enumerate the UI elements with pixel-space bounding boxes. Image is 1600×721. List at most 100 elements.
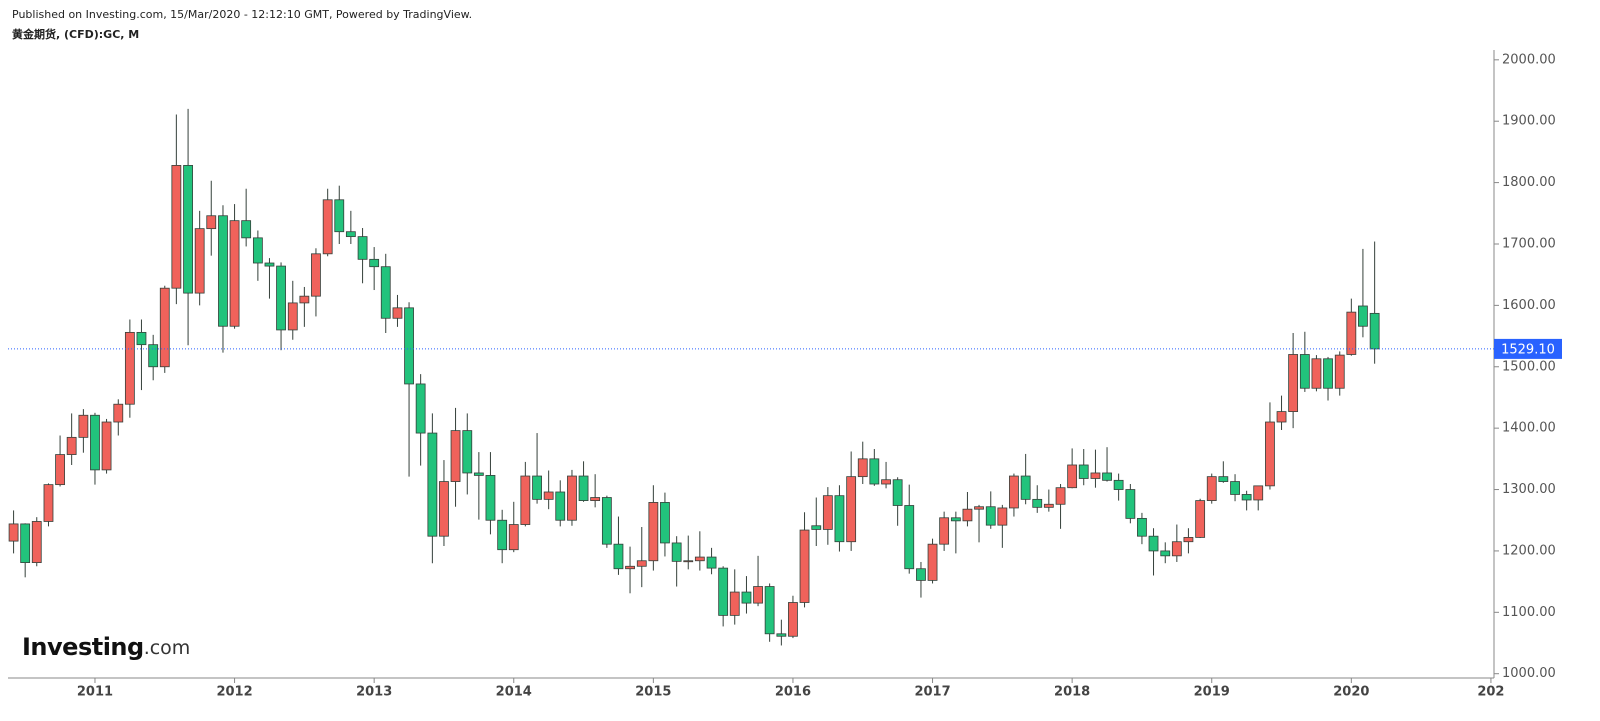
- candle-body: [392, 307, 403, 319]
- candle-body: [636, 560, 647, 567]
- candle-body: [1253, 485, 1264, 501]
- candle-body: [1265, 421, 1275, 487]
- candle-body: [1137, 517, 1147, 537]
- candle-body: [1183, 537, 1194, 543]
- candle-body: [229, 220, 240, 327]
- x-tick-label: 202: [1477, 685, 1504, 700]
- candle-body: [1067, 464, 1078, 489]
- candle-body: [1241, 494, 1252, 501]
- candle-body: [1102, 472, 1112, 481]
- y-tick-label: 1400.00: [1502, 421, 1556, 436]
- candle-body: [601, 497, 612, 545]
- candle-body: [706, 556, 717, 569]
- candle-body: [741, 591, 752, 604]
- candle-body: [1358, 305, 1368, 327]
- candle-body: [369, 258, 380, 268]
- y-tick-label: 1000.00: [1502, 666, 1556, 681]
- candle-body: [1369, 312, 1380, 350]
- candle-body: [1171, 541, 1182, 557]
- x-tick-label: 2019: [1194, 685, 1230, 700]
- candle-body: [834, 495, 845, 543]
- candle-body: [1090, 472, 1101, 479]
- candle-body: [450, 430, 461, 482]
- candle-body: [357, 236, 368, 260]
- candle-body: [764, 586, 775, 635]
- candle-body: [881, 479, 891, 485]
- candle-body: [1043, 503, 1054, 508]
- candle-body: [892, 479, 903, 506]
- y-tick-label: 1600.00: [1502, 298, 1556, 313]
- candle-body: [753, 586, 763, 604]
- candle-body: [950, 517, 961, 522]
- candle-body: [613, 543, 624, 570]
- candle-body: [555, 491, 566, 521]
- x-tick-label: 2017: [914, 685, 950, 700]
- candle-body: [520, 475, 531, 525]
- candle-body: [927, 543, 938, 581]
- candle-body: [694, 556, 705, 562]
- candle-body: [1334, 354, 1345, 389]
- candle-body: [718, 567, 729, 616]
- y-tick-label: 1900.00: [1502, 114, 1556, 129]
- candle-body: [1160, 550, 1171, 557]
- candle-body: [287, 302, 298, 331]
- candle-body: [1113, 479, 1124, 490]
- plot-area: [8, 108, 1380, 646]
- candle-body: [78, 414, 89, 438]
- candle-body: [136, 331, 147, 346]
- x-tick-label: 2018: [1054, 685, 1090, 700]
- candle-body: [671, 542, 682, 562]
- candle-body: [857, 458, 868, 478]
- candle-body: [939, 517, 950, 545]
- candle-body: [625, 565, 635, 570]
- candle-body: [206, 215, 217, 230]
- candle-body: [788, 602, 798, 637]
- candle-body: [1032, 498, 1043, 508]
- candle-body: [997, 507, 1008, 526]
- y-tick-label: 1700.00: [1502, 236, 1556, 251]
- candle-body: [590, 497, 601, 501]
- y-tick-label: 1800.00: [1502, 175, 1556, 190]
- candle-body: [404, 307, 414, 385]
- candle-body: [985, 506, 996, 526]
- candle-body: [543, 491, 554, 500]
- candle-body: [497, 519, 508, 551]
- candle-body: [1148, 535, 1159, 552]
- candle-body: [124, 331, 135, 405]
- candle-body: [822, 495, 833, 530]
- candle-body: [1311, 358, 1322, 389]
- candle-body: [532, 475, 542, 500]
- candle-body: [1323, 358, 1333, 389]
- candle-body: [194, 228, 205, 294]
- candle-body: [1218, 476, 1229, 482]
- candle-body: [20, 523, 31, 563]
- candle-body: [322, 199, 333, 255]
- candle-body: [1206, 476, 1217, 501]
- candle-body: [473, 472, 484, 476]
- candle-body: [1346, 311, 1357, 355]
- candle-body: [1195, 500, 1206, 538]
- candle-body: [567, 475, 577, 521]
- candle-body: [799, 529, 810, 603]
- candle-body: [276, 265, 286, 331]
- candle-body: [974, 506, 984, 510]
- price-label: 1529.10: [1501, 342, 1555, 357]
- logo: Investing.com: [22, 633, 190, 661]
- candle-body: [101, 421, 112, 471]
- candle-body: [55, 454, 65, 486]
- x-tick-label: 2016: [775, 685, 811, 700]
- candle-body: [66, 436, 77, 455]
- candle-body: [415, 383, 426, 434]
- y-tick-label: 1500.00: [1502, 359, 1556, 374]
- candle-body: [439, 481, 449, 537]
- candle-body: [1009, 475, 1019, 509]
- candle-body: [90, 414, 100, 471]
- candle-body: [916, 568, 926, 581]
- candle-body: [683, 560, 694, 563]
- candle-body: [1288, 354, 1299, 412]
- price-label-box: [1494, 338, 1562, 359]
- candle-body: [311, 253, 321, 297]
- candle-body: [171, 165, 182, 289]
- x-tick-label: 2012: [216, 685, 252, 700]
